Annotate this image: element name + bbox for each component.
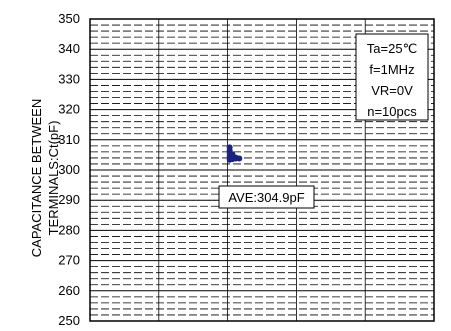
y-tick-label: 330 bbox=[58, 71, 80, 86]
y-tick-label: 270 bbox=[58, 253, 80, 268]
data-points bbox=[226, 144, 243, 163]
condition-sample-count: n=10pcs bbox=[367, 104, 417, 119]
y-tick-label: 350 bbox=[58, 11, 80, 26]
y-axis-label-line2: TERMINALS:Ct(pF) bbox=[46, 121, 61, 236]
condition-frequency: f=1MHz bbox=[369, 62, 414, 77]
average-annotation: AVE:304.9pF bbox=[218, 185, 315, 209]
y-tick-labels: 250 260 270 280 290 300 310 320 330 340 350 bbox=[58, 11, 80, 328]
data-point bbox=[236, 155, 243, 162]
y-tick-label: 320 bbox=[58, 102, 80, 117]
y-tick-label: 290 bbox=[58, 192, 80, 207]
y-tick-label: 250 bbox=[58, 313, 80, 328]
y-axis-label-line1: CAPACITANCE BETWEEN bbox=[29, 99, 44, 257]
y-tick-label: 300 bbox=[58, 162, 80, 177]
y-tick-label: 310 bbox=[58, 132, 80, 147]
average-label: AVE:304.9pF bbox=[228, 190, 304, 205]
condition-voltage: VR=0V bbox=[371, 83, 413, 98]
conditions-box: Ta=25℃ f=1MHz VR=0V n=10pcs bbox=[355, 33, 429, 121]
plot-frame bbox=[89, 18, 435, 322]
y-tick-label: 260 bbox=[58, 283, 80, 298]
condition-temperature: Ta=25℃ bbox=[367, 41, 417, 56]
y-tick-label: 340 bbox=[58, 41, 80, 56]
y-tick-label: 280 bbox=[58, 222, 80, 237]
